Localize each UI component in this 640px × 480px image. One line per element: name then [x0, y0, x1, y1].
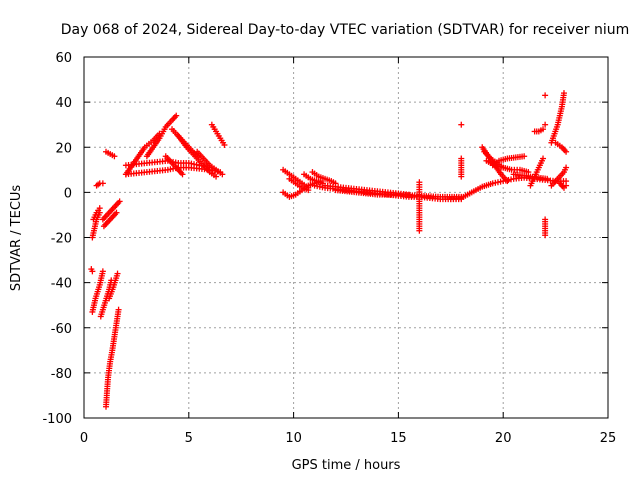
data-point: [458, 173, 465, 180]
y-axis-label: SDTVAR / TECUs: [9, 185, 24, 292]
grid-layer: [84, 57, 608, 418]
y-tick-label: 0: [64, 186, 72, 201]
data-point: [99, 268, 106, 275]
data-point: [542, 121, 549, 128]
y-tick-label: -60: [51, 322, 72, 337]
data-point: [416, 227, 423, 234]
chart-title: Day 068 of 2024, Sidereal Day-to-day VTE…: [61, 22, 630, 38]
data-point: [542, 92, 549, 99]
data-point: [540, 155, 547, 162]
data-point: [89, 268, 96, 275]
data-point: [99, 180, 106, 187]
data-point: [213, 173, 220, 180]
data-point: [115, 306, 122, 313]
data-point: [544, 175, 551, 182]
data-point: [305, 187, 312, 194]
y-tick-label: 60: [55, 51, 72, 66]
data-point: [221, 141, 228, 148]
ticks-layer: 0 5 10 15 20 25 -100 -80 -60 -40 -20 0 20 40 60: [42, 51, 616, 446]
y-tick-label: -20: [51, 232, 72, 247]
data-point: [521, 153, 528, 160]
data-point: [540, 126, 547, 133]
y-tick-label: -40: [51, 277, 72, 292]
data-point: [114, 270, 121, 277]
points-layer: [88, 90, 570, 410]
data-point: [458, 121, 465, 128]
data-point: [96, 205, 103, 212]
x-tick-label: 25: [600, 431, 617, 446]
y-tick-label: -100: [42, 412, 72, 427]
data-point: [173, 112, 180, 119]
y-tick-label: -80: [51, 367, 72, 382]
x-tick-label: 20: [495, 431, 512, 446]
data-point: [113, 209, 120, 216]
data-point: [560, 90, 567, 97]
data-point: [542, 232, 549, 239]
data-point: [563, 148, 570, 155]
data-point: [563, 182, 570, 189]
x-tick-label: 0: [80, 431, 88, 446]
y-tick-label: 20: [55, 141, 72, 156]
x-axis-label: GPS time / hours: [292, 458, 401, 473]
y-tick-label: 40: [55, 96, 72, 111]
x-tick-label: 10: [285, 431, 302, 446]
data-point: [111, 153, 118, 160]
data-point: [504, 178, 511, 185]
data-point: [563, 164, 570, 171]
data-point: [179, 171, 186, 178]
x-tick-label: 5: [185, 431, 193, 446]
data-point: [219, 171, 226, 178]
x-tick-label: 15: [390, 431, 407, 446]
data-point: [116, 198, 123, 205]
